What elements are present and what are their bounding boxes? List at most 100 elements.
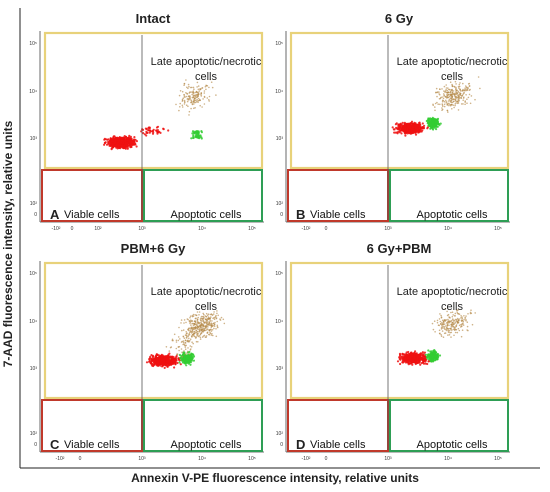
data-point [436, 319, 439, 322]
data-point [195, 94, 197, 97]
data-point [110, 148, 113, 151]
data-point [455, 86, 457, 89]
data-point [212, 324, 214, 327]
data-point [193, 335, 195, 337]
data-point [439, 122, 442, 125]
data-point [450, 326, 453, 328]
data-point [178, 94, 181, 97]
data-point [213, 325, 216, 327]
data-point [198, 322, 201, 325]
data-point [193, 101, 196, 104]
data-point [446, 321, 449, 324]
data-point [418, 121, 421, 124]
data-point [135, 140, 138, 143]
data-point [189, 315, 192, 317]
data-point [205, 335, 208, 337]
data-point [179, 90, 182, 92]
x-tick-label: 0 [79, 456, 82, 462]
data-point [210, 334, 213, 336]
data-point [403, 132, 407, 135]
data-point [458, 319, 460, 322]
data-point [206, 324, 209, 326]
data-point [202, 312, 204, 315]
data-point [456, 320, 459, 323]
data-point [461, 319, 463, 322]
data-point [404, 134, 407, 137]
data-point [453, 100, 455, 103]
data-point [198, 90, 200, 92]
data-point [421, 129, 424, 132]
data-point [431, 354, 434, 358]
panel-letter: C [50, 437, 60, 452]
data-point [451, 108, 453, 110]
data-point [446, 97, 448, 99]
data-point [187, 335, 189, 338]
late-apoptotic-label-line2: cells [195, 71, 218, 83]
data-point [455, 100, 457, 103]
data-point [427, 358, 430, 361]
data-point [176, 361, 179, 365]
data-point [179, 102, 181, 105]
data-point [424, 362, 427, 365]
data-point [450, 101, 452, 103]
data-point [406, 128, 409, 131]
data-point [401, 361, 405, 364]
data-point [109, 138, 112, 141]
data-point [447, 331, 450, 333]
data-point [432, 350, 436, 353]
data-point [454, 331, 457, 334]
data-point [216, 324, 219, 327]
data-point [124, 146, 127, 149]
data-point [467, 329, 469, 332]
data-point [196, 81, 199, 84]
data-point [414, 126, 417, 129]
data-point [458, 329, 461, 332]
data-point [185, 332, 188, 335]
y-tick-label: 10² [276, 201, 284, 207]
data-point [197, 95, 199, 97]
data-point [191, 355, 194, 359]
data-point [423, 124, 426, 127]
data-point [201, 323, 204, 326]
data-point [189, 339, 191, 342]
data-point [200, 330, 203, 332]
data-point [192, 96, 195, 98]
data-point [171, 339, 174, 342]
data-point [213, 318, 216, 320]
data-point [203, 329, 205, 332]
data-point [434, 121, 437, 124]
data-point [199, 333, 202, 335]
data-point [451, 91, 454, 94]
data-point [208, 99, 210, 101]
data-point [103, 137, 106, 140]
data-point [410, 353, 413, 356]
data-point [200, 315, 203, 318]
data-point [447, 334, 449, 336]
data-point [457, 109, 460, 111]
data-point [171, 338, 174, 341]
data-point [450, 331, 453, 334]
data-point [200, 328, 203, 331]
data-point [460, 103, 463, 105]
data-point [467, 96, 470, 99]
data-point [199, 99, 201, 102]
data-point [200, 317, 203, 320]
data-point [202, 331, 204, 333]
data-point [397, 124, 400, 127]
panel-letter: A [50, 207, 60, 222]
y-tick-label: 0 [280, 442, 283, 448]
data-point [454, 104, 456, 107]
data-point [186, 359, 189, 362]
data-point [462, 92, 465, 94]
data-point [147, 126, 150, 129]
data-point [214, 315, 217, 318]
data-point [178, 353, 181, 357]
data-point [456, 331, 459, 334]
data-point [201, 87, 204, 89]
data-point [156, 361, 159, 364]
data-point [457, 94, 460, 96]
data-point [192, 95, 194, 97]
data-point [194, 99, 196, 101]
y-tick-label: 10⁵ [275, 41, 283, 47]
data-point [441, 109, 443, 111]
